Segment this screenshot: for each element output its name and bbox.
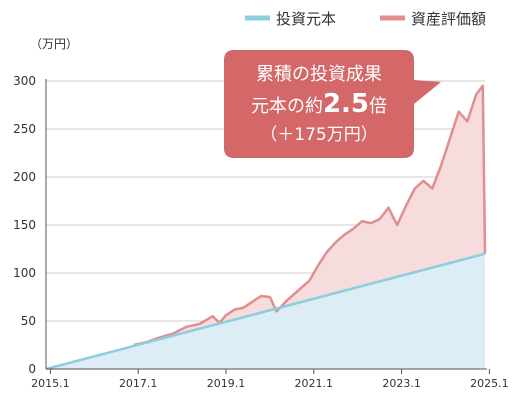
x-tick-label-2015.1: 2015.1 [31, 377, 70, 390]
legend-label-principal: 投資元本 [276, 10, 336, 28]
x-tick-label-2017.1: 2017.1 [119, 377, 158, 390]
y-tick-label-300: 300 [13, 74, 36, 88]
x-tick-label-2025.1: 2025.1 [470, 377, 509, 390]
callout-line2: 元本の約2.5倍 [251, 89, 387, 119]
y-tick-label-100: 100 [13, 266, 36, 280]
callout-line2-suffix: 倍 [369, 96, 387, 117]
y-axis-unit-label: （万円） [30, 37, 78, 51]
y-tick-labels: 0 50 100 150 200 250 300 [13, 74, 36, 376]
x-tick-label-2023.1: 2023.1 [382, 377, 421, 390]
callout-bubble [224, 50, 441, 158]
callout: 累積の投資成果 元本の約2.5倍 （＋175万円） [224, 50, 441, 158]
callout-line3: （＋175万円） [260, 125, 377, 145]
value-area-fill [133, 85, 486, 346]
x-tick-label-2021.1: 2021.1 [295, 377, 334, 390]
y-tick-label-250: 250 [13, 122, 36, 136]
callout-line2-value: 2.5 [323, 89, 369, 119]
callout-line1: 累積の投資成果 [256, 64, 382, 85]
principal-line [45, 252, 486, 371]
series-areas [45, 84, 487, 371]
x-tick-labels: 2015.1 2017.1 2019.1 2021.1 2023.1 2025.1 [31, 377, 509, 390]
value-line [133, 84, 487, 347]
x-tick-label-2019.1: 2019.1 [207, 377, 246, 390]
y-tick-label-200: 200 [13, 170, 36, 184]
axes [45, 79, 490, 374]
legend: 投資元本 資産評価額 [245, 10, 486, 28]
y-tick-label-150: 150 [13, 218, 36, 232]
legend-label-value: 資産評価額 [411, 10, 486, 28]
y-tick-label-0: 0 [28, 362, 36, 376]
y-tick-label-50: 50 [21, 314, 36, 328]
callout-line2-prefix: 元本の約 [251, 96, 323, 117]
